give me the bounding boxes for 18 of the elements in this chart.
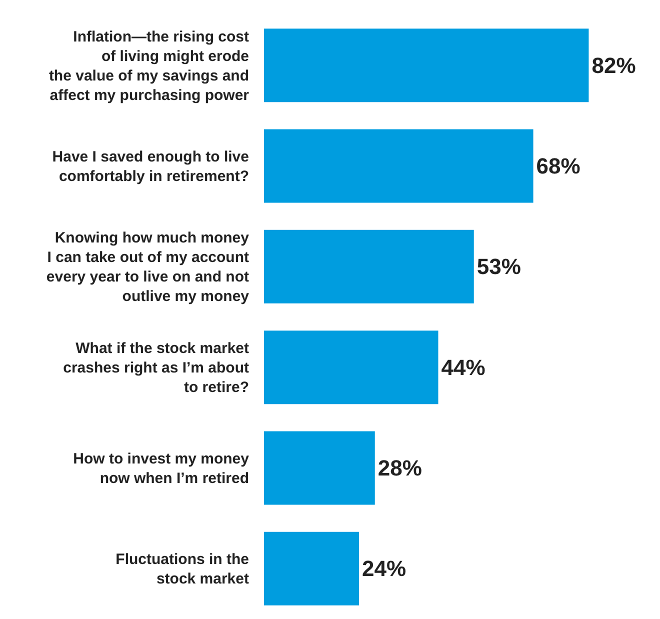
bar <box>264 532 360 606</box>
data-label: 82% <box>592 52 636 78</box>
bar <box>264 230 474 304</box>
bar <box>264 129 534 203</box>
data-label: 44% <box>441 354 486 380</box>
y-tick-label: How to invest my money now when I’m retired <box>73 450 250 487</box>
data-label: 53% <box>476 254 521 280</box>
y-tick-label: Knowing how much money I can take out of my account every year to live on and not outlive my money <box>46 230 250 306</box>
y-tick-label: What if the stock market crashes right as I’m about to retire? <box>63 340 250 396</box>
y-tick-label: Inflation—the rising cost of living might erode the value of my savings and affect my purchasing power <box>48 28 250 104</box>
y-tick-label: Fluctuations in the stock market <box>116 551 249 588</box>
bar <box>264 431 375 505</box>
data-label: 28% <box>378 456 422 480</box>
data-label: 68% <box>536 154 580 178</box>
y-tick-label: Have I saved enough to live comfortably in retirement? <box>52 148 249 185</box>
bar <box>264 330 438 404</box>
bar <box>264 28 589 102</box>
data-label: 24% <box>362 556 406 582</box>
